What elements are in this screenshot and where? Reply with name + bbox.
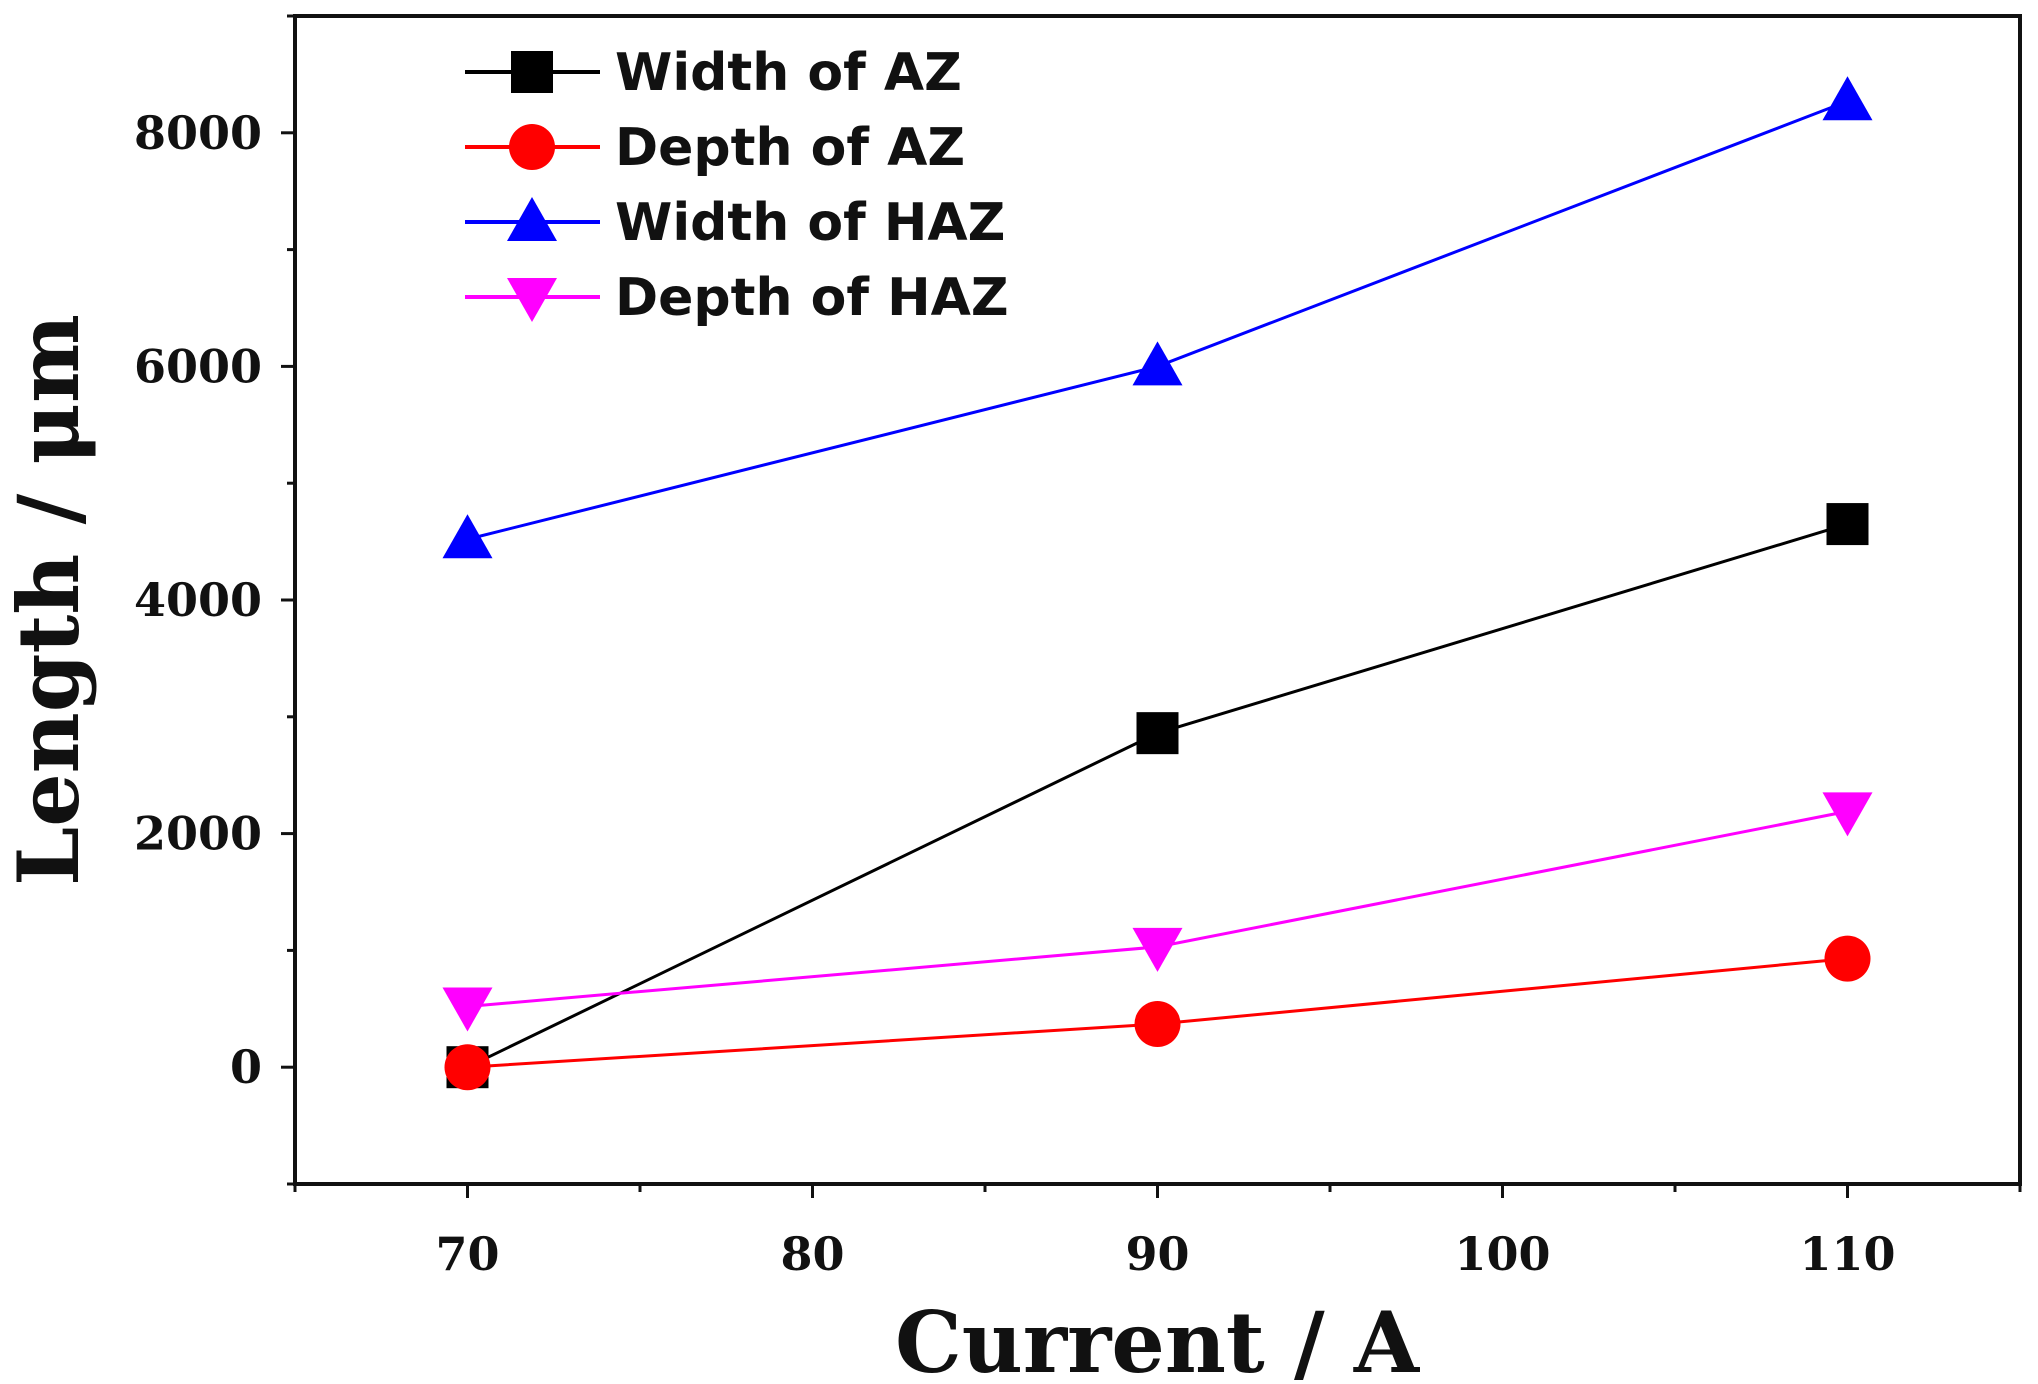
- series-line-width-of-az: [466, 522, 1848, 1069]
- data-point-width-of-az: [1136, 712, 1179, 755]
- legend-label-width-of-az: Width of AZ: [615, 43, 962, 103]
- data-point-depth-of-az: [1824, 935, 1871, 982]
- series-layer: [442, 76, 1873, 1091]
- y-tick-label: 2000: [134, 807, 262, 861]
- y-tick-label: 0: [230, 1040, 262, 1094]
- legend: Width of AZ Depth of AZ Width of HAZ Depth …: [465, 43, 1009, 328]
- legend-label-depth-of-az: Depth of AZ: [615, 118, 965, 178]
- data-point-width-of-az: [1826, 503, 1869, 546]
- data-point-depth-of-haz: [1132, 927, 1183, 972]
- data-point-width-of-haz: [1822, 76, 1873, 121]
- data-point-depth-of-az: [444, 1044, 491, 1091]
- data-point-depth-of-haz: [442, 987, 493, 1032]
- data-point-depth-of-haz: [1822, 792, 1873, 837]
- y-tick-label: 6000: [134, 339, 262, 393]
- legend-marker-depth-of-az: [509, 124, 555, 170]
- x-axis: 70 80 90 100 110: [293, 1184, 2022, 1281]
- legend-label-depth-of-haz: Depth of HAZ: [615, 268, 1009, 328]
- x-tick-label: 90: [1125, 1227, 1189, 1281]
- y-tick-label: 4000: [134, 573, 262, 627]
- y-axis-title: Length / μm: [0, 314, 98, 886]
- x-tick-label: 100: [1454, 1227, 1550, 1281]
- legend-label-width-of-haz: Width of HAZ: [615, 193, 1005, 253]
- legend-marker-width-of-haz: [507, 197, 557, 241]
- data-point-depth-of-az: [1134, 1000, 1181, 1047]
- data-point-width-of-haz: [1132, 341, 1183, 386]
- legend-marker-width-of-az: [511, 51, 553, 93]
- y-tick-label: 8000: [134, 106, 262, 160]
- x-axis-title: Current / A: [895, 1293, 1421, 1384]
- x-tick-label: 80: [780, 1227, 844, 1281]
- y-axis: 0 2000 4000 6000 8000: [134, 14, 295, 1186]
- x-tick-label: 110: [1799, 1227, 1895, 1281]
- x-tick-label: 70: [435, 1227, 499, 1281]
- legend-marker-depth-of-haz: [507, 278, 557, 322]
- data-point-width-of-haz: [442, 514, 493, 559]
